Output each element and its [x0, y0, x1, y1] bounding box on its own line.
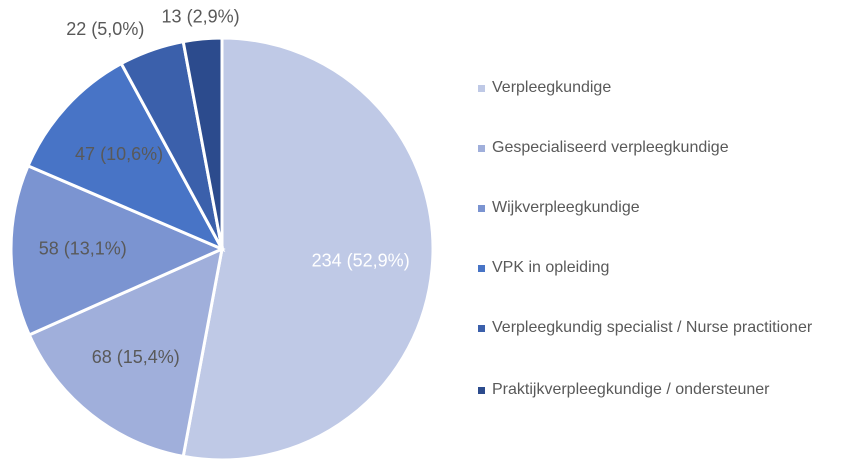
legend-item: Wijkverpleegkundige: [478, 198, 640, 218]
legend-item: Gespecialiseerd verpleegkundige: [478, 138, 729, 158]
legend-swatch: [478, 325, 485, 332]
legend-swatch: [478, 145, 485, 152]
pie-slice: [26, 61, 226, 253]
legend-swatch: [478, 85, 485, 92]
pie-slice: [9, 163, 226, 337]
pie-slice: [181, 36, 435, 461]
data-label: 234 (52,9%): [312, 251, 410, 271]
legend-label: VPK in opleiding: [492, 259, 610, 276]
legend-swatch: [478, 387, 485, 394]
legend-swatch: [478, 265, 485, 272]
legend-swatch: [478, 205, 485, 212]
data-label: 13 (2,9%): [162, 7, 240, 27]
pie-slice: [181, 36, 224, 250]
pie-slice: [27, 246, 224, 459]
data-label: 58 (13,1%): [39, 239, 127, 259]
legend-item: Praktijkverpleegkundige / ondersteuner: [478, 380, 770, 400]
legend-item: VPK in opleiding: [478, 258, 609, 278]
legend-label: Verpleegkundig specialist / Nurse practi…: [492, 319, 813, 336]
legend-item: Verpleegkundig specialist / Nurse practi…: [478, 318, 812, 338]
legend-label: Verpleegkundige: [492, 79, 612, 96]
legend-label: Praktijkverpleegkundige / ondersteuner: [492, 381, 770, 398]
legend-label: Gespecialiseerd verpleegkundige: [492, 139, 729, 156]
data-label: 47 (10,6%): [75, 144, 163, 164]
data-label: 22 (5,0%): [66, 19, 144, 39]
legend-label: Wijkverpleegkundige: [492, 199, 640, 216]
data-label: 68 (15,4%): [92, 347, 180, 367]
legend-item: Verpleegkundige: [478, 78, 611, 98]
